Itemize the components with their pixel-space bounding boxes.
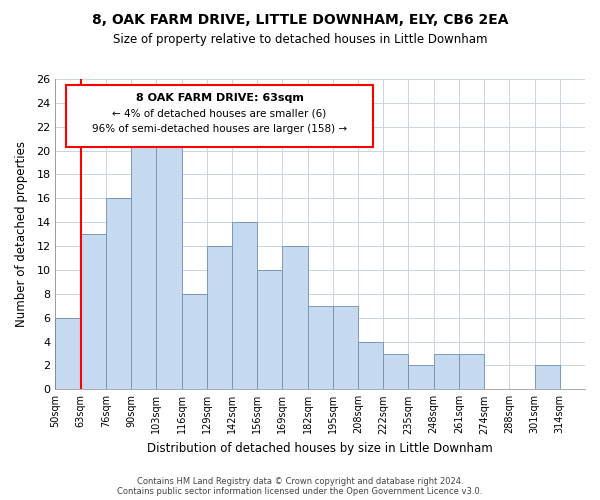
Bar (106, 198, 131, 390)
Bar (308, 306, 333, 390)
Bar (535, 366, 560, 390)
Bar (157, 126, 182, 390)
Bar (80, 234, 106, 390)
Text: Contains public sector information licensed under the Open Government Licence v3: Contains public sector information licen… (118, 487, 482, 496)
Bar (283, 246, 308, 390)
Y-axis label: Number of detached properties: Number of detached properties (15, 141, 28, 327)
Bar (182, 294, 207, 390)
Text: ← 4% of detached houses are smaller (6): ← 4% of detached houses are smaller (6) (112, 108, 327, 118)
Bar (358, 342, 383, 390)
Bar (207, 246, 232, 390)
Bar (383, 354, 409, 390)
Bar (131, 138, 157, 390)
Text: 96% of semi-detached houses are larger (158) →: 96% of semi-detached houses are larger (… (92, 124, 347, 134)
Text: Size of property relative to detached houses in Little Downham: Size of property relative to detached ho… (113, 32, 487, 46)
Bar (55, 318, 80, 390)
Text: 8 OAK FARM DRIVE: 63sqm: 8 OAK FARM DRIVE: 63sqm (136, 93, 304, 103)
Bar (333, 306, 358, 390)
Bar (232, 222, 257, 390)
Bar (434, 354, 459, 390)
Bar (459, 354, 484, 390)
Bar (257, 270, 283, 390)
X-axis label: Distribution of detached houses by size in Little Downham: Distribution of detached houses by size … (148, 442, 493, 455)
Text: Contains HM Land Registry data © Crown copyright and database right 2024.: Contains HM Land Registry data © Crown c… (137, 477, 463, 486)
Bar (409, 366, 434, 390)
FancyBboxPatch shape (66, 85, 373, 148)
Text: 8, OAK FARM DRIVE, LITTLE DOWNHAM, ELY, CB6 2EA: 8, OAK FARM DRIVE, LITTLE DOWNHAM, ELY, … (92, 12, 508, 26)
